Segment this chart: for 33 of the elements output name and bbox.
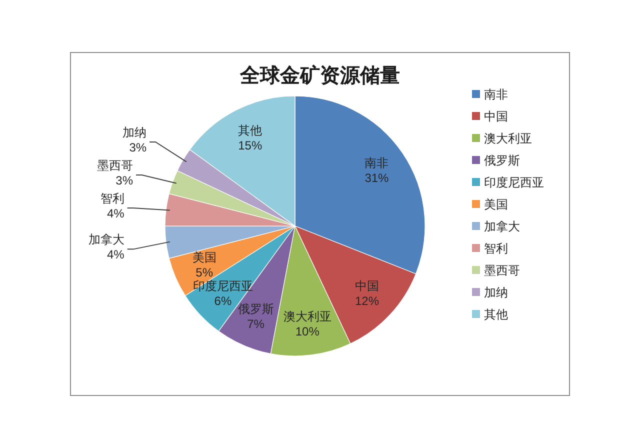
data-label: 3% <box>116 173 134 188</box>
slice-label: 俄罗斯 <box>238 302 274 316</box>
data-label: 15% <box>238 138 262 152</box>
data-label: 10% <box>295 324 320 339</box>
slice-label: 加拿大 <box>88 232 124 247</box>
legend-label: 中国 <box>484 110 508 124</box>
slice-label: 澳大利亚 <box>283 310 332 324</box>
legend-label: 加拿大 <box>484 220 520 234</box>
data-label: 12% <box>355 294 380 308</box>
legend-label: 其他 <box>484 308 508 322</box>
legend-label: 俄罗斯 <box>484 154 520 168</box>
slice-label: 美国 <box>192 250 216 265</box>
legend-label: 加纳 <box>484 286 508 300</box>
legend-label: 南非 <box>484 88 508 102</box>
data-label: 5% <box>196 266 214 280</box>
data-label: 7% <box>247 317 265 332</box>
legend-label: 智利 <box>484 242 508 256</box>
slice-label: 智利 <box>100 191 124 206</box>
slice-label: 加纳 <box>122 125 147 140</box>
legend-label: 澳大利亚 <box>484 132 532 146</box>
data-label: 3% <box>129 140 147 154</box>
data-label: 4% <box>106 206 125 220</box>
data-label: 31% <box>364 170 390 185</box>
slice-label: 其他 <box>238 123 262 138</box>
data-label: 6% <box>214 294 232 308</box>
data-label: 4% <box>106 248 125 262</box>
legend-label: 墨西哥 <box>484 264 520 278</box>
slice-label: 南非 <box>364 156 389 170</box>
legend-label: 印度尼西亚 <box>484 176 544 190</box>
slice-label: 中国 <box>355 279 380 294</box>
legend-label: 美国 <box>484 198 508 212</box>
title: 全球金矿资源储量 <box>240 65 400 87</box>
slice-label: 墨西哥 <box>96 158 133 172</box>
